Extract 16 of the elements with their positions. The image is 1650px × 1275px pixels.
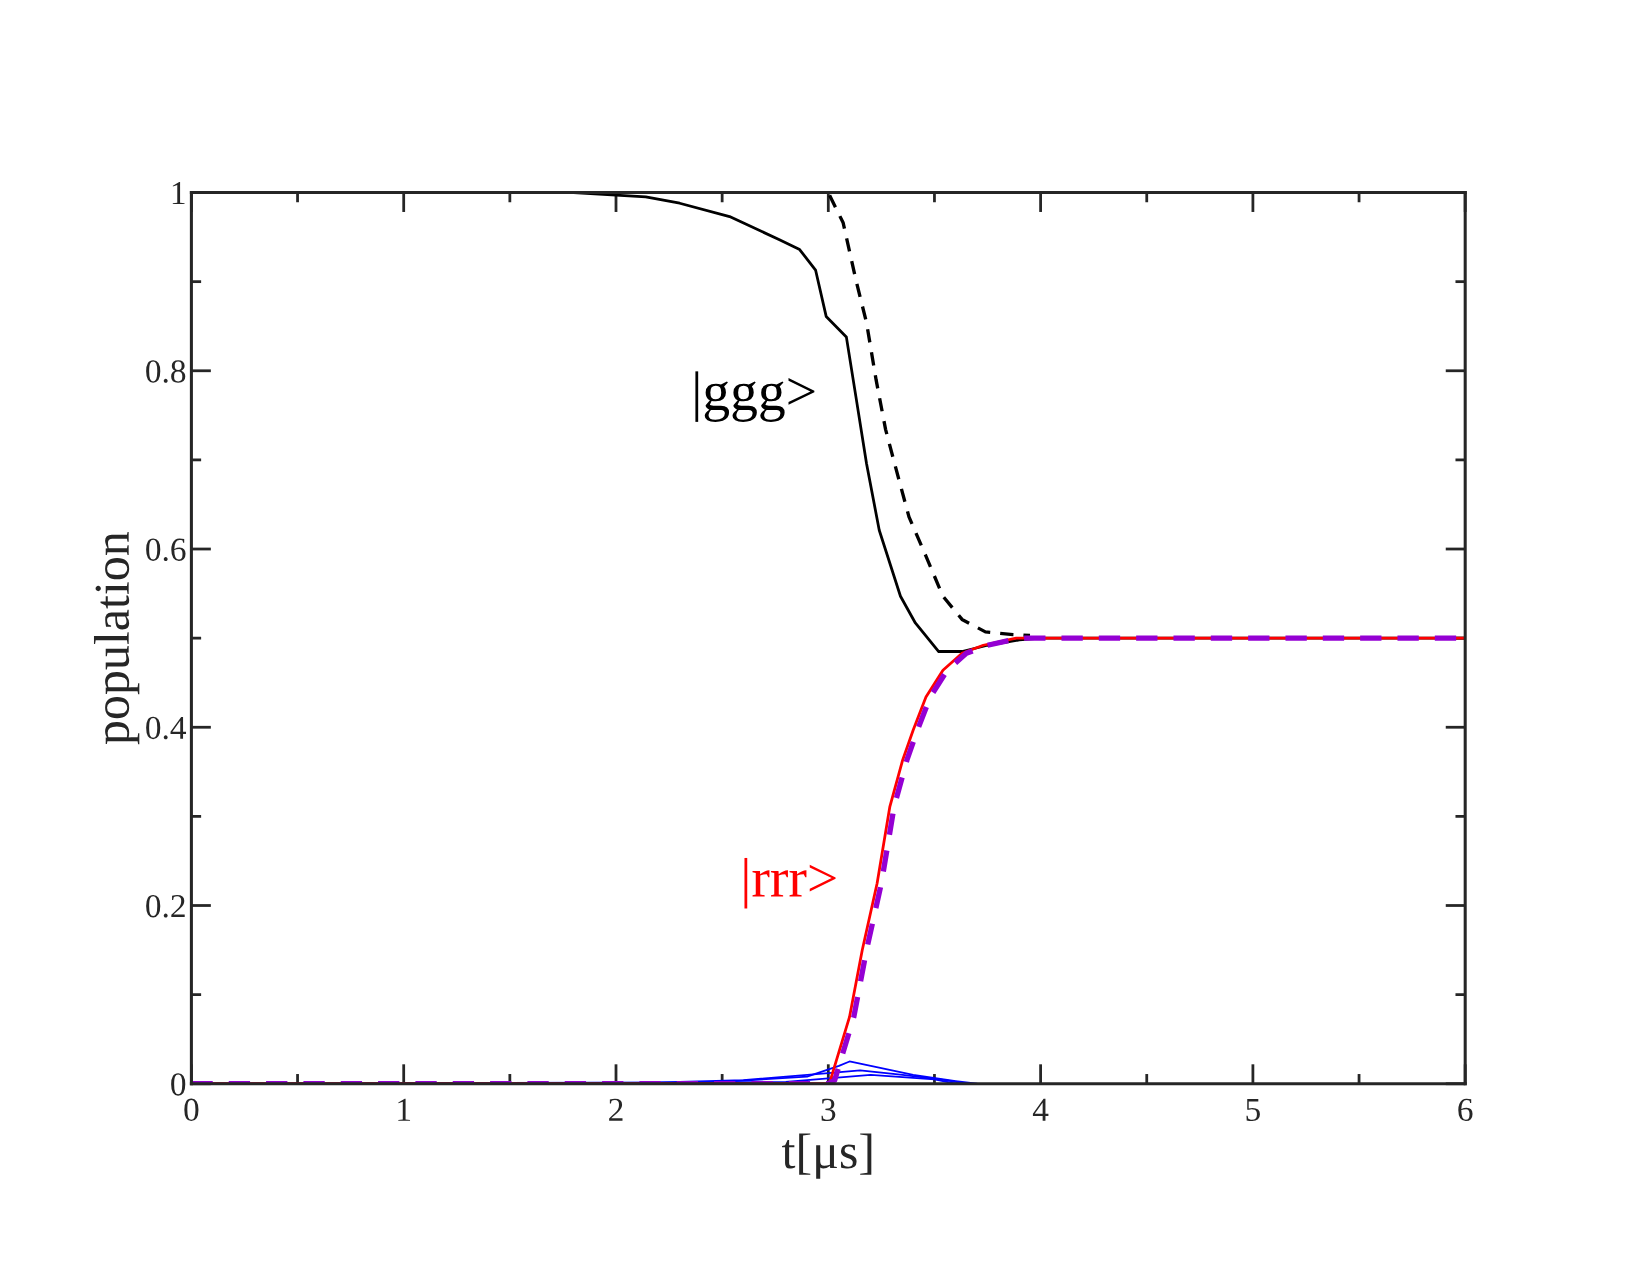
x-tick-label: 1: [398, 1098, 411, 1121]
y-axis-title: population: [93, 531, 140, 745]
x-tick-label: 3: [821, 1098, 836, 1122]
y-tick-label: 0: [171, 1073, 186, 1096]
y-tick-label: 0.4: [146, 716, 187, 740]
x-tick-label: 5: [1246, 1098, 1260, 1122]
y-tick-label: 0.8: [146, 360, 186, 383]
y-tick-label: 0.6: [146, 538, 186, 562]
series-label: |rrr>: [744, 857, 836, 909]
y-tick-label: 1: [172, 182, 185, 205]
x-axis-title: t[μs]: [782, 1133, 872, 1179]
x-tick-label: 4: [1032, 1098, 1049, 1121]
series-label: |ggg>: [695, 371, 815, 422]
x-tick-label: 6: [1458, 1098, 1473, 1122]
y-tick-label: 0.2: [146, 894, 185, 918]
x-tick-label: 2: [609, 1098, 623, 1121]
